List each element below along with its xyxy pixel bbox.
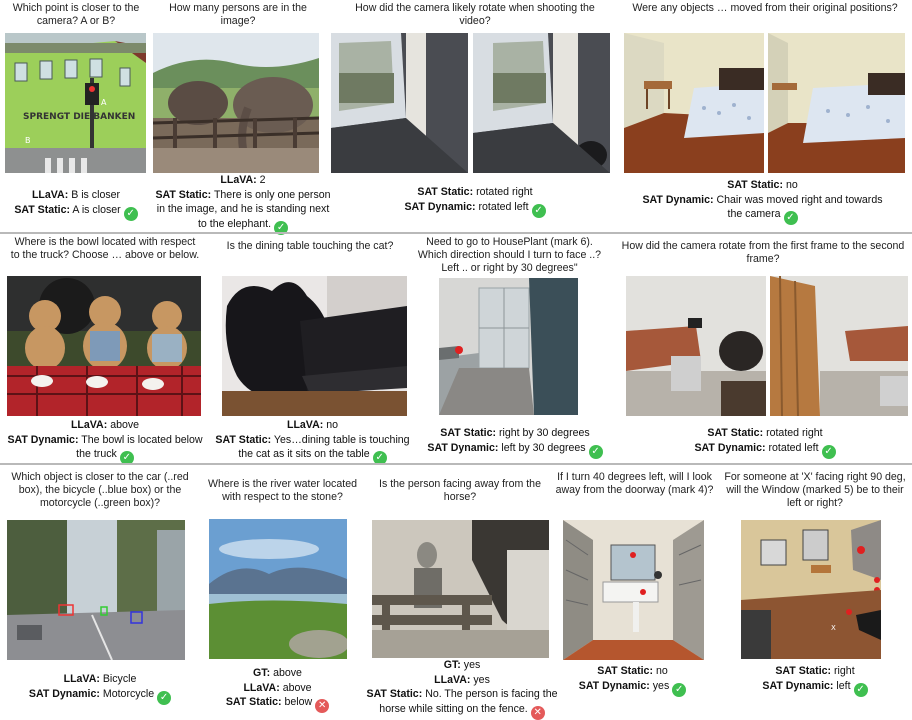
image-bedroom-frame-1 [624,33,764,173]
question-p7: Need to go to HousePlant (mark 6). Which… [417,236,602,274]
question-p12: If I turn 40 degrees left, will I look a… [555,471,714,496]
image-cat-laptop [222,276,407,416]
check-icon: ✓ [157,690,172,705]
image-teddy-bears [7,276,201,416]
image-room-with-window: X [741,520,881,659]
image-desk-room-frame-1 [626,276,766,416]
check-icon: ✓ [853,682,868,697]
image-houseplant-room [439,278,578,415]
question-p1: Which point is closer to the camera? A o… [12,2,140,27]
image-knight-horse [372,520,549,658]
check-icon: ✓ [372,451,387,465]
image-elephants [153,33,319,173]
image-river-landscape [209,519,347,659]
check-icon: ✓ [588,444,603,459]
answers-p11: GT: yes LLaVA: yes SAT Static: No. The p… [366,659,558,720]
answers-p8: SAT Static: rotated right SAT Dynamic: r… [670,426,860,459]
graffiti-text: SPRENGT DIE BANKEN [23,112,135,122]
answers-p10: GT: above LLaVA: above SAT Static: below… [210,666,345,713]
question-p8: How did the camera rotate from the first… [621,240,905,265]
answers-p5: LLaVA: above SAT Dynamic: The bowl is lo… [7,419,203,465]
check-icon: ✓ [672,682,687,697]
check-icon: ✓ [821,444,836,459]
question-p11: Is the person facing away from the horse… [379,478,541,503]
image-window-frame-1 [331,33,468,173]
check-icon: ✓ [123,206,138,221]
answers-p9: LLaVA: Bicycle SAT Dynamic: Motorcycle ✓ [0,672,200,705]
question-p13: For someone at 'X' facing right 90 deg, … [724,471,906,509]
question-p2: How many persons are in the image? [169,2,307,27]
image-window-frame-2 [473,33,610,173]
cross-icon: ✕ [530,705,545,720]
cross-icon: ✕ [315,699,330,713]
answers-p2: LLaVA: 2 SAT Static: There is only one p… [155,174,331,235]
answers-p4: SAT Static: no SAT Dynamic: Chair was mo… [642,179,883,225]
check-icon: ✓ [783,211,798,225]
image-street-scene [7,520,185,660]
mark-x-label: X [831,624,836,632]
answers-p6: LLaVA: no SAT Static: Yes…dining table i… [215,419,410,465]
check-icon: ✓ [274,220,289,235]
point-b-label: B [25,136,31,145]
answers-p1: LLaVA: B is closer SAT Static: A is clos… [0,188,152,221]
image-bathroom [563,520,704,660]
answers-p7: SAT Static: right by 30 degrees SAT Dyna… [410,426,620,459]
row-separator-1 [0,232,912,234]
point-a-label: A [101,98,107,107]
question-p4: Were any objects … moved from their orig… [632,2,898,14]
row-separator-2 [0,463,912,465]
image-street-building: SPRENGT DIE BANKEN A B [5,33,146,173]
answers-p3: SAT Static: rotated right SAT Dynamic: r… [380,185,570,218]
image-bedroom-frame-2 [768,33,905,173]
question-p10: Where is the river water located with re… [208,478,357,503]
question-p9: Which object is closer to the car (..red… [11,471,189,509]
question-p6: Is the dining table touching the cat? [226,240,394,252]
check-icon: ✓ [119,451,134,465]
image-desk-room-frame-2 [770,276,908,416]
question-p5: Where is the bowl located with respect t… [10,236,200,261]
answers-p13: SAT Static: right SAT Dynamic: left ✓ [740,664,890,697]
answers-p12: SAT Static: no SAT Dynamic: yes ✓ [560,664,705,697]
question-p3: How did the camera likely rotate when sh… [355,2,595,27]
check-icon: ✓ [531,203,546,218]
